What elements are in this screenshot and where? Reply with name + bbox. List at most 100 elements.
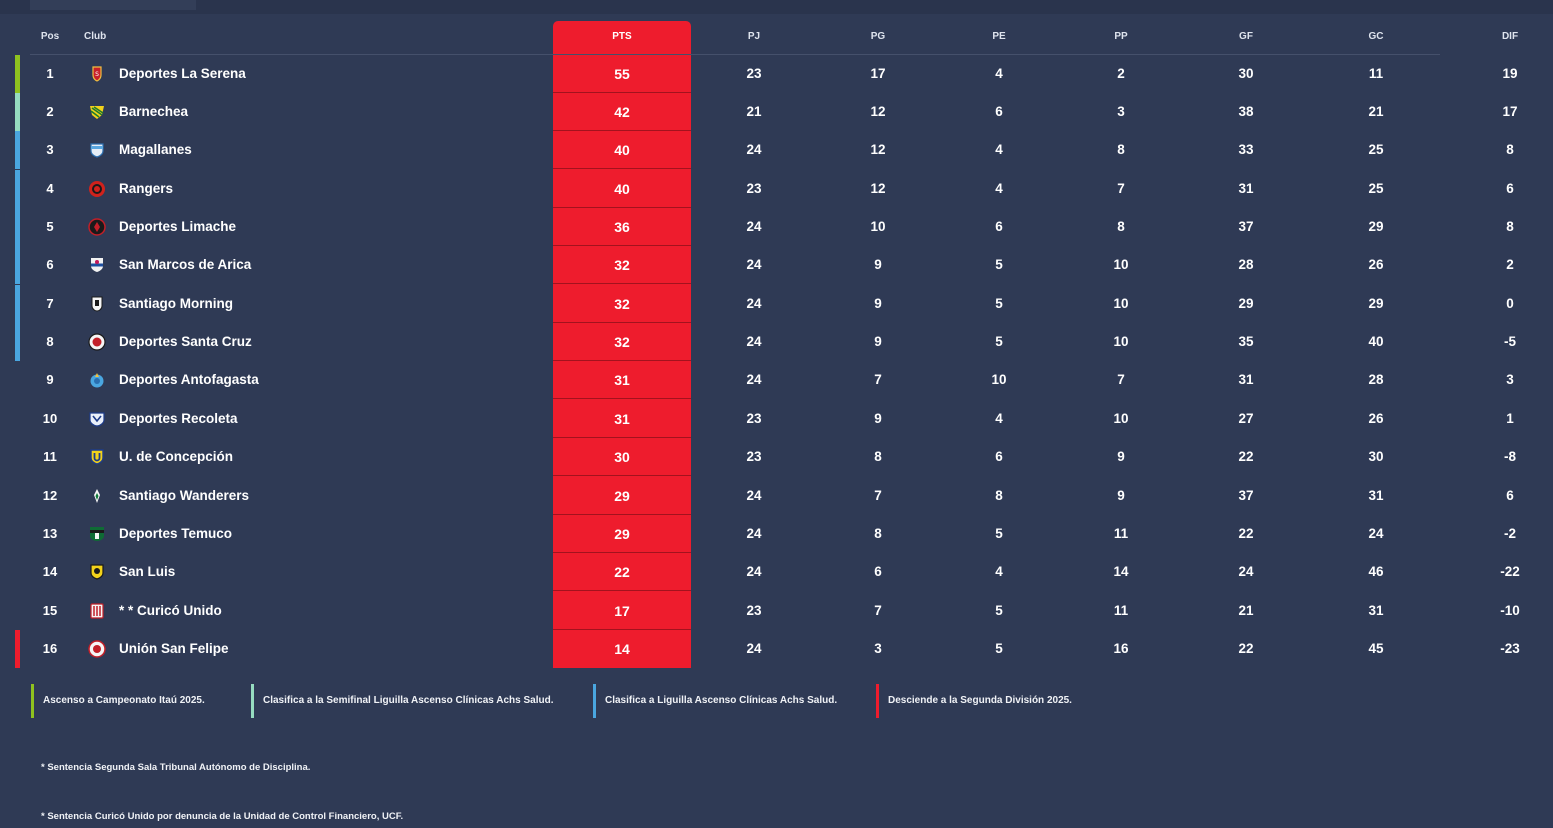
- stat-pj: 24: [746, 564, 762, 579]
- table-row[interactable]: 4 Rangers 40 23 12 4 7 31 25 6: [0, 170, 1553, 208]
- zone-indicator-relegation: [15, 630, 20, 668]
- stat-gc: 11: [1368, 66, 1384, 81]
- header-gf[interactable]: GF: [1239, 31, 1253, 42]
- san-marcos-crest-icon: [88, 256, 106, 274]
- table-row[interactable]: 5 Deportes Limache 36 24 10 6 8 37 29 8: [0, 208, 1553, 246]
- top-tab[interactable]: [30, 0, 196, 10]
- club-name[interactable]: Santiago Wanderers: [119, 488, 250, 503]
- stat-dif: -8: [1503, 449, 1516, 464]
- club-name[interactable]: Deportes La Serena: [119, 66, 246, 81]
- stat-pg: 7: [874, 488, 882, 503]
- header-dif[interactable]: DIF: [1501, 31, 1519, 42]
- stat-pp: 2: [1117, 66, 1125, 81]
- table-row[interactable]: 2 Barnechea 42 21 12 6 3 38 21 17: [0, 93, 1553, 131]
- club-name[interactable]: Deportes Santa Cruz: [119, 334, 252, 349]
- legend-color-bar: [593, 684, 596, 718]
- stat-gc: 25: [1368, 142, 1384, 157]
- header-pe[interactable]: PE: [992, 31, 1006, 42]
- table-row[interactable]: 13 Deportes Temuco 29 24 8 5 11 22 24 -2: [0, 515, 1553, 553]
- stat-pg: 6: [874, 564, 882, 579]
- stat-pe: 4: [995, 411, 1003, 426]
- stat-pp: 7: [1117, 181, 1125, 196]
- magallanes-crest-icon: [88, 141, 106, 159]
- stat-pg: 17: [870, 66, 886, 81]
- table-row[interactable]: 7 Santiago Morning 32 24 9 5 10 29 29 0: [0, 285, 1553, 323]
- header-pp[interactable]: PP: [1114, 31, 1128, 42]
- club-name[interactable]: Deportes Temuco: [119, 526, 233, 541]
- stat-pj: 24: [746, 296, 762, 311]
- stat-gf: 37: [1238, 219, 1254, 234]
- header-club[interactable]: Club: [84, 31, 107, 42]
- header-gc[interactable]: GC: [1368, 31, 1384, 42]
- pts-column-highlight: [553, 21, 691, 668]
- club-name[interactable]: * * Curicó Unido: [119, 603, 222, 618]
- position: 14: [42, 564, 58, 579]
- stat-pe: 6: [995, 104, 1003, 119]
- club-name[interactable]: Magallanes: [119, 142, 192, 157]
- club-name[interactable]: Deportes Antofagasta: [119, 372, 259, 387]
- legend-color-bar: [251, 684, 254, 718]
- footnote: * Sentencia Segunda Sala Tribunal Autóno…: [41, 762, 311, 773]
- table-row[interactable]: 9 Deportes Antofagasta 31 24 7 10 7 31 28 3: [0, 361, 1553, 399]
- santiago-morning-crest-icon: [88, 295, 106, 313]
- stat-pg: 9: [874, 334, 882, 349]
- table-row[interactable]: 14 San Luis 22 24 6 4 14 24 46 -22: [0, 553, 1553, 591]
- table-row[interactable]: 11 U. de Concepción 30 23 8 6 9 22 30 -8: [0, 438, 1553, 476]
- stat-pj: 24: [746, 526, 762, 541]
- stat-gc: 28: [1368, 372, 1384, 387]
- club-name[interactable]: Unión San Felipe: [119, 641, 229, 656]
- points: 55: [553, 55, 691, 93]
- stat-dif: 17: [1502, 104, 1518, 119]
- stat-pg: 9: [874, 257, 882, 272]
- stat-pe: 6: [995, 219, 1003, 234]
- stat-gc: 26: [1368, 257, 1384, 272]
- points: 32: [553, 323, 691, 361]
- header-pos[interactable]: Pos: [40, 31, 60, 42]
- stat-pp: 10: [1113, 296, 1129, 311]
- stat-gc: 46: [1368, 564, 1384, 579]
- club-name[interactable]: San Marcos de Arica: [119, 257, 252, 272]
- position: 4: [46, 181, 54, 196]
- header-pj[interactable]: PJ: [747, 31, 761, 42]
- recoleta-crest-icon: [88, 410, 106, 428]
- stat-pg: 9: [874, 411, 882, 426]
- table-row[interactable]: 6 San Marcos de Arica 32 24 9 5 10 28 26 2: [0, 246, 1553, 284]
- stat-gc: 21: [1368, 104, 1384, 119]
- antofagasta-crest-icon: [88, 371, 106, 389]
- stat-gf: 22: [1238, 641, 1254, 656]
- table-row[interactable]: 16 Unión San Felipe 14 24 3 5 16 22 45 -23: [0, 630, 1553, 668]
- legend-text: Clasifica a la Semifinal Liguilla Ascens…: [263, 695, 554, 706]
- position: 7: [46, 296, 54, 311]
- stat-pp: 11: [1113, 526, 1129, 541]
- stat-pe: 4: [995, 66, 1003, 81]
- table-row[interactable]: 8 Deportes Santa Cruz 32 24 9 5 10 35 40 -5: [0, 323, 1553, 361]
- stat-pp: 16: [1113, 641, 1129, 656]
- stat-pe: 4: [995, 142, 1003, 157]
- stat-pj: 24: [746, 641, 762, 656]
- header-pg[interactable]: PG: [870, 31, 886, 42]
- stat-pe: 5: [995, 296, 1003, 311]
- club-name[interactable]: Deportes Recoleta: [119, 411, 238, 426]
- table-row[interactable]: 1 S Deportes La Serena 55 23 17 4 2 30 11 19: [0, 55, 1553, 93]
- points: 42: [553, 93, 691, 131]
- stat-pj: 23: [746, 411, 762, 426]
- header-pts[interactable]: PTS: [612, 31, 632, 42]
- table-row[interactable]: 3 Magallanes 40 24 12 4 8 33 25 8: [0, 131, 1553, 169]
- stat-pp: 8: [1117, 219, 1125, 234]
- table-row[interactable]: 10 Deportes Recoleta 31 23 9 4 10 27 26 1: [0, 400, 1553, 438]
- club-name[interactable]: Barnechea: [119, 104, 189, 119]
- table-row[interactable]: 12 Santiago Wanderers 29 24 7 8 9 37 31 6: [0, 477, 1553, 515]
- legend-text: Clasifica a Liguilla Ascenso Clínicas Ac…: [605, 695, 838, 706]
- club-name[interactable]: Santiago Morning: [119, 296, 233, 311]
- footnote: * Sentencia Curicó Unido por denuncia de…: [41, 811, 404, 822]
- stat-dif: 0: [1506, 296, 1514, 311]
- stat-pj: 24: [746, 372, 762, 387]
- club-name[interactable]: Deportes Limache: [119, 219, 237, 234]
- club-name[interactable]: Rangers: [119, 181, 174, 196]
- barnechea-crest-icon: [88, 103, 106, 121]
- stat-pe: 8: [995, 488, 1003, 503]
- points: 29: [553, 477, 691, 515]
- club-name[interactable]: U. de Concepción: [119, 449, 234, 464]
- club-name[interactable]: San Luis: [119, 564, 176, 579]
- table-row[interactable]: 15 * * Curicó Unido 17 23 7 5 11 21 31 -10: [0, 592, 1553, 630]
